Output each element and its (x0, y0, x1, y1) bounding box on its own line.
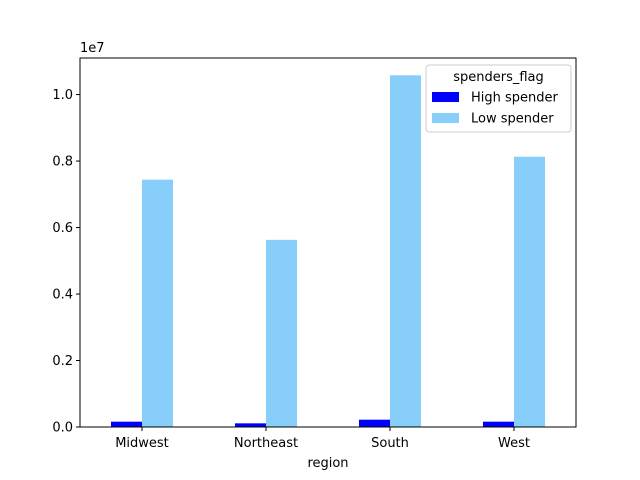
y-tick-label: 1.0 (52, 88, 73, 103)
legend-swatch (432, 92, 459, 102)
legend: spenders_flag High spender Low spender (425, 64, 572, 133)
y-tick-label: 0.0 (52, 421, 73, 436)
bars-group (111, 75, 545, 428)
y-tick-label: 0.8 (52, 155, 73, 170)
axes-frame (79, 57, 577, 428)
y-tick-label: 0.4 (52, 288, 73, 303)
x-tick-label: South (371, 436, 409, 451)
y-tick-label: 0.2 (52, 354, 73, 369)
axes-group: 0.0 0.2 0.4 0.6 0.8 1.0 Midwest Northeast South W… (52, 57, 577, 451)
legend-title: spenders_flag (453, 70, 544, 85)
legend-swatch (432, 113, 459, 123)
bar-west-high-spender (483, 421, 514, 427)
bar-northeast-low-spender (266, 239, 297, 427)
bar-west-low-spender (514, 156, 545, 428)
bar-northeast-high-spender (235, 423, 266, 427)
bar-midwest-low-spender (142, 179, 173, 427)
legend-entry: Low spender (471, 112, 554, 127)
y-tick-label: 0.6 (52, 221, 73, 236)
bar-south-low-spender (390, 75, 421, 427)
legend-box (425, 64, 572, 133)
bar-midwest-high-spender (111, 421, 142, 427)
x-axis-label: region (307, 456, 348, 471)
x-tick-label: Northeast (234, 436, 298, 451)
y-axis-offset-text: 1e7 (80, 41, 105, 56)
bar-south-high-spender (359, 419, 390, 427)
legend-entry: High spender (471, 91, 559, 106)
x-tick-label: West (498, 436, 530, 451)
x-tick-label: Midwest (115, 436, 169, 451)
